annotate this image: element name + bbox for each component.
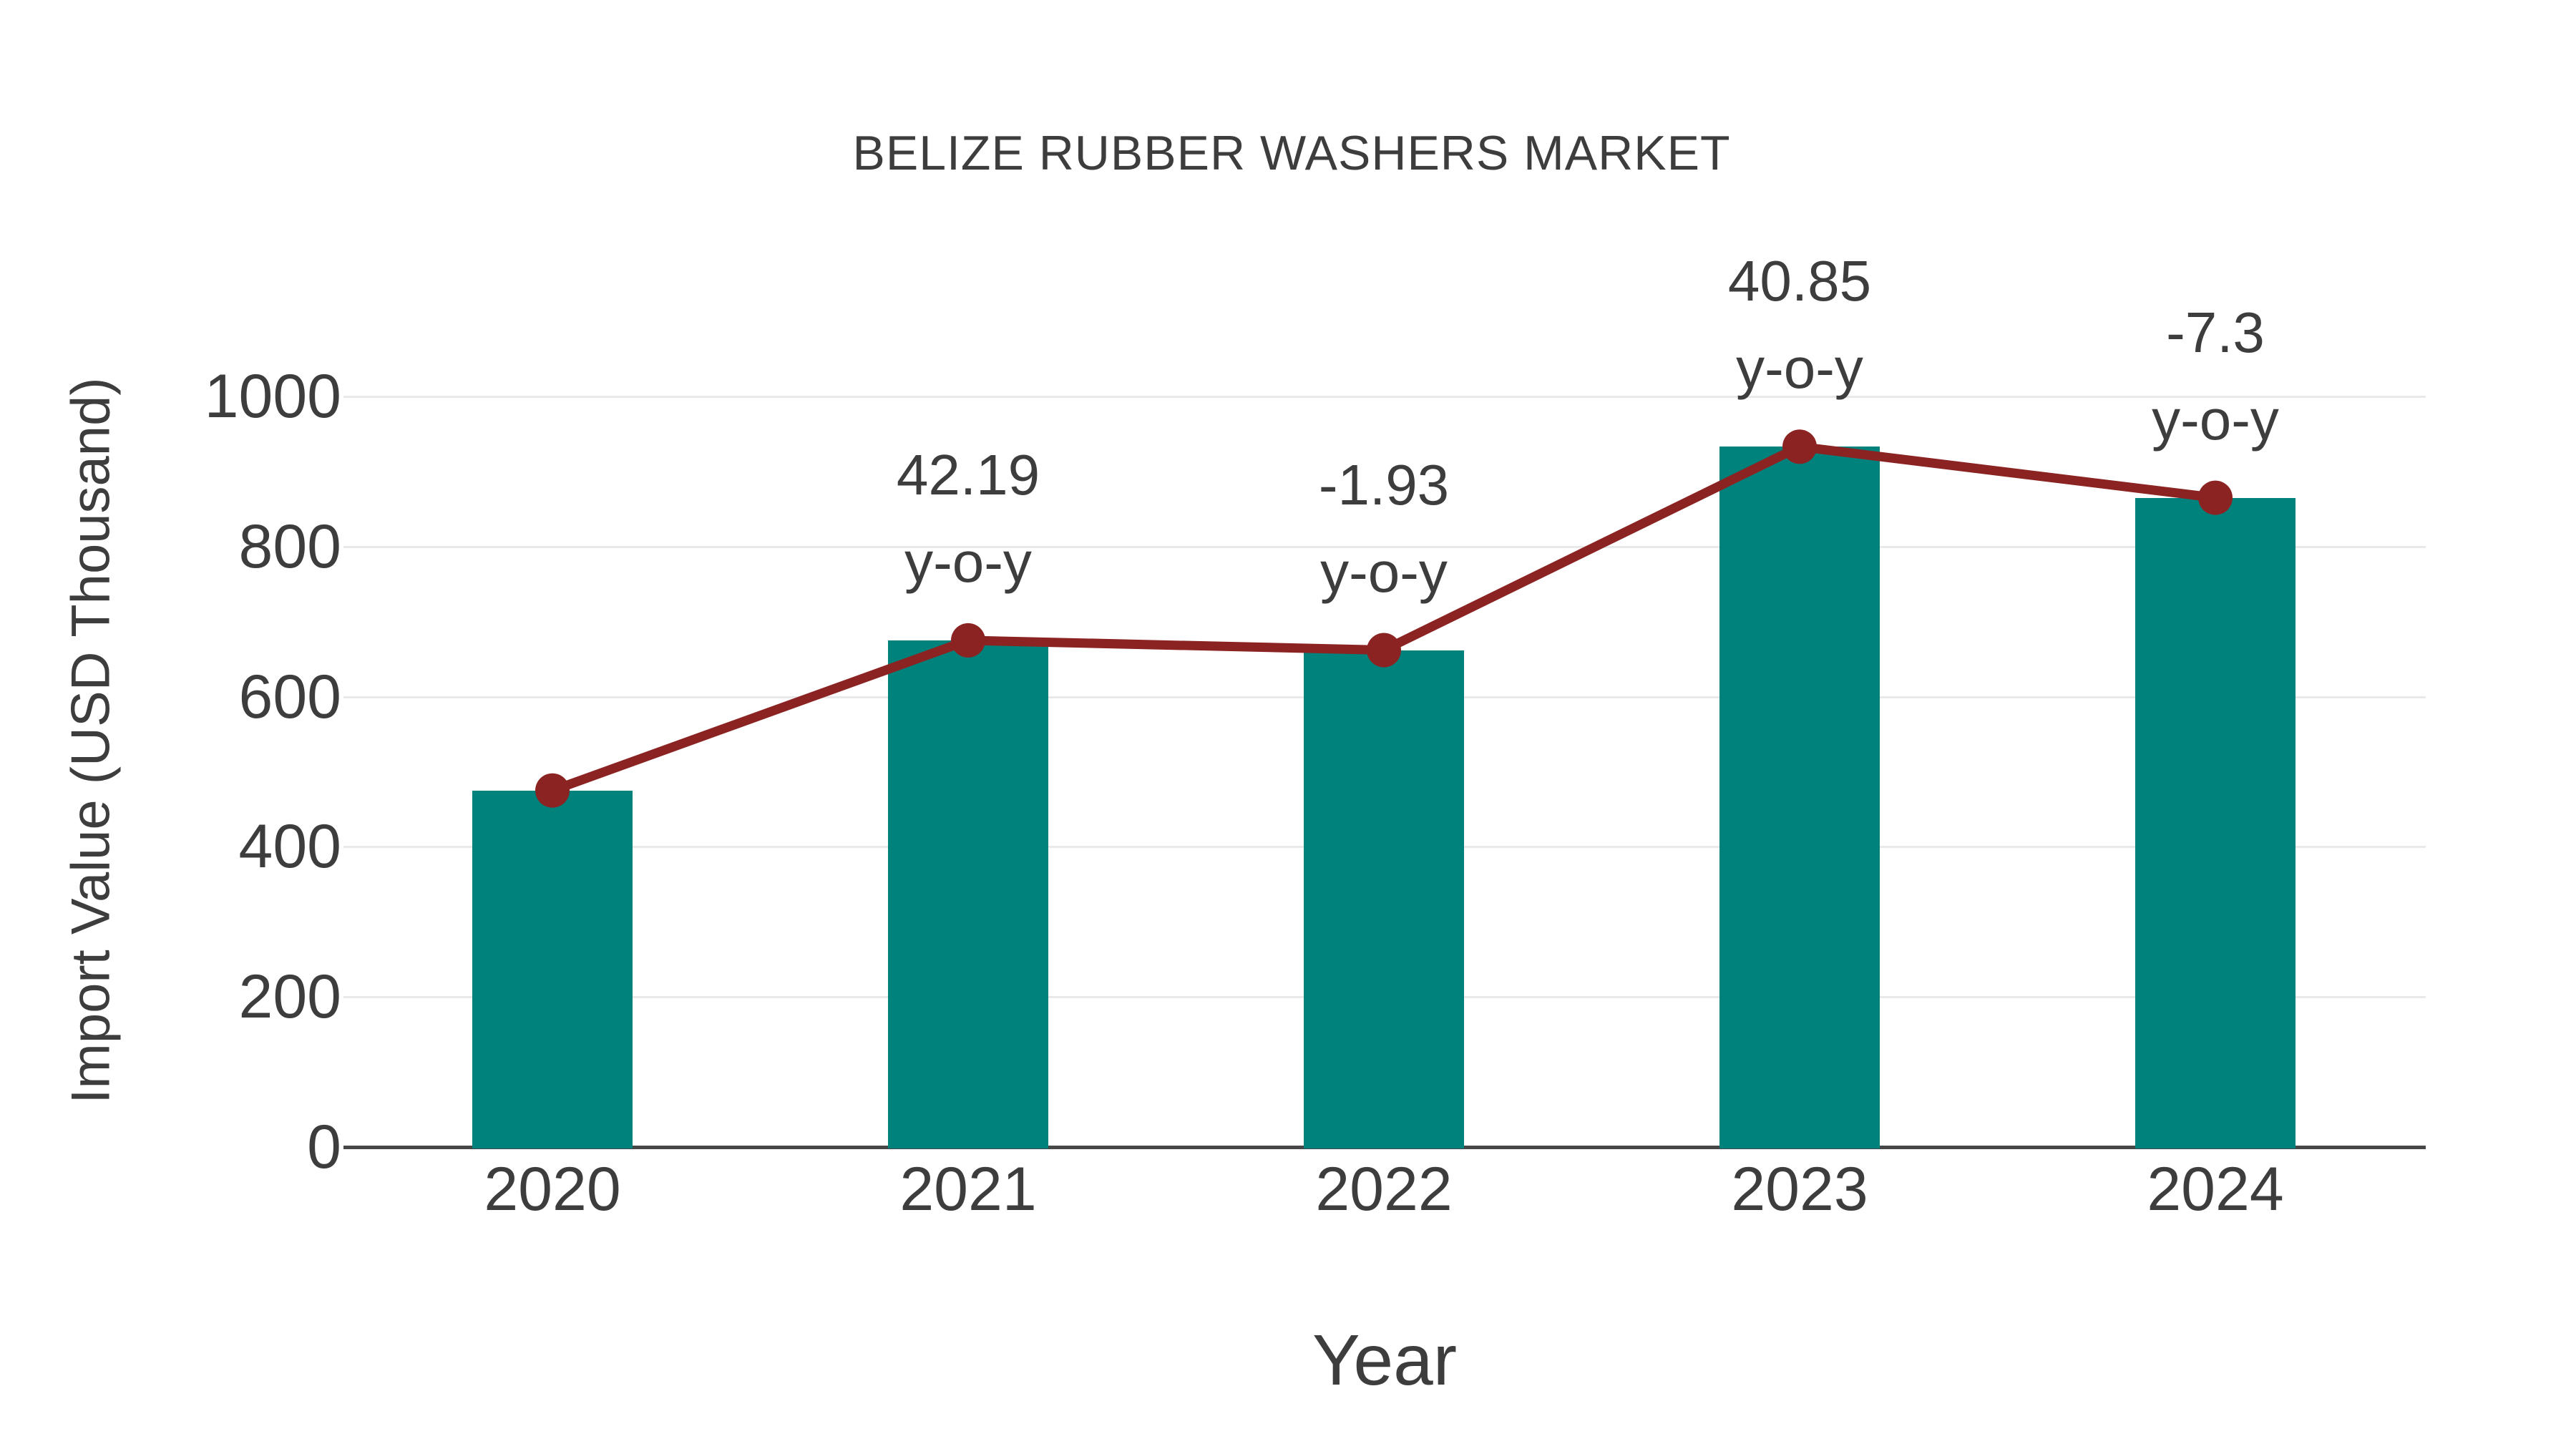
yoy-value-2021: 42.19: [896, 442, 1040, 507]
yoy-annotation-2022: -1.93 y-o-y: [1319, 441, 1449, 616]
yoy-value-2023: 40.85: [1727, 249, 1872, 313]
x-tick-label-2023: 2023: [1731, 1155, 1868, 1224]
x-tick-label-2021: 2021: [899, 1155, 1037, 1224]
bar-2024: [2135, 497, 2296, 1148]
yoy-annotation-2023: 40.85 y-o-y: [1728, 238, 1871, 412]
y-tick-label-200: 200: [238, 962, 342, 1032]
yoy-suffix-2022: y-o-y: [1320, 540, 1448, 604]
chart-title: BELIZE RUBBER WASHERS MARKET: [852, 126, 1731, 180]
y-tick-label-800: 800: [238, 512, 342, 581]
y-tick-label-1000: 1000: [204, 362, 341, 431]
bar-2023: [1719, 447, 1880, 1148]
yoy-suffix-2021: y-o-y: [904, 530, 1032, 594]
yoy-value-2024: -7.3: [2166, 300, 2265, 364]
yoy-annotation-2021: 42.19 y-o-y: [897, 431, 1040, 606]
bar-2020: [472, 790, 633, 1148]
y-tick-label-600: 600: [238, 662, 342, 731]
x-axis-label: Year: [1312, 1320, 1458, 1400]
x-tick-label-2024: 2024: [2147, 1155, 2284, 1224]
grid-line-1000: [343, 396, 2426, 398]
y-tick-label-0: 0: [307, 1113, 341, 1181]
x-tick-label-2022: 2022: [1315, 1155, 1453, 1224]
yoy-suffix-2024: y-o-y: [2152, 387, 2279, 452]
x-tick-label-2020: 2020: [484, 1155, 621, 1224]
yoy-suffix-2023: y-o-y: [1736, 336, 1863, 401]
yoy-annotation-2024: -7.3 y-o-y: [2152, 289, 2279, 464]
bar-2022: [1304, 650, 1464, 1148]
bar-2021: [888, 640, 1048, 1148]
yoy-value-2022: -1.93: [1318, 452, 1450, 517]
y-tick-label-400: 400: [238, 812, 342, 882]
